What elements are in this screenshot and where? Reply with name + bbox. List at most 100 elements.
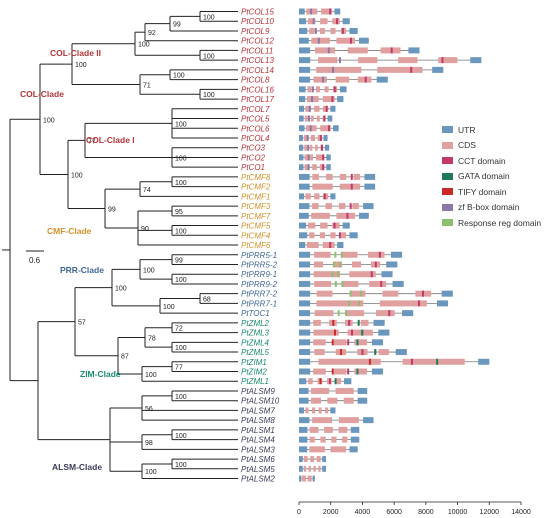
bootstrap-value: 100 — [163, 304, 175, 311]
cds-block — [330, 27, 336, 34]
domain-mark — [307, 144, 310, 151]
legend-label: CDS — [458, 140, 476, 151]
gene-label: PtCO2 — [241, 153, 266, 162]
gene-label: PtALSM9 — [241, 387, 275, 396]
cds-block — [330, 446, 347, 453]
gene-label: PtCOL8 — [241, 76, 270, 85]
cds-block — [312, 417, 332, 424]
utr-block — [408, 47, 420, 54]
utr-block — [299, 232, 308, 239]
utr-block — [299, 349, 311, 356]
utr-block — [299, 446, 308, 453]
cds-block — [311, 37, 330, 44]
cds-block — [314, 280, 331, 287]
cds-block — [327, 397, 338, 404]
cds-block — [331, 436, 337, 443]
utr-block — [299, 86, 306, 93]
gene-label: PtZML5 — [241, 348, 270, 357]
gene-structure — [299, 310, 414, 317]
bootstrap-value: 57 — [78, 320, 86, 327]
domain-mark — [351, 329, 354, 336]
legend-swatch — [442, 188, 453, 196]
domain-mark — [333, 86, 336, 93]
legend-label: Response reg domain — [458, 217, 542, 228]
cds-block — [341, 251, 358, 258]
utr-block — [299, 407, 305, 414]
bootstrap-value: 92 — [148, 30, 156, 37]
domain-mark — [388, 310, 391, 317]
utr-block — [299, 417, 310, 424]
legend-item: TIFY domain — [442, 184, 550, 200]
domain-mark — [361, 329, 364, 336]
domain-mark — [329, 8, 332, 15]
gene-label: PtCMF5 — [241, 222, 271, 231]
gene-labels: PtCOL15PtCOL10PtCOL9PtCOL12PtCOL11PtCOL1… — [241, 8, 280, 484]
length-axis: 0 2000 4000 6000 8000 10000 12000 14000 — [297, 501, 531, 516]
gene-label: PtALSM10 — [241, 397, 280, 406]
gene-label: PtPRR9-2 — [241, 280, 278, 289]
bootstrap-value: 100 — [175, 345, 187, 352]
cds-block — [368, 251, 385, 258]
gene-structure — [299, 18, 350, 25]
legend-item: CDS — [442, 138, 550, 154]
legend-item: Response reg domain — [442, 215, 550, 231]
cds-block — [318, 465, 321, 472]
utr-block — [350, 426, 360, 433]
legend-label: GATA domain — [458, 171, 510, 182]
cds-block — [311, 407, 316, 414]
cds-block — [379, 300, 427, 307]
gene-structure — [299, 134, 328, 141]
gene-structure — [299, 105, 336, 112]
utr-block — [327, 115, 333, 122]
domain-mark — [314, 27, 317, 34]
cds-block — [322, 96, 335, 103]
domain-mark — [323, 193, 326, 200]
utr-block — [337, 96, 344, 103]
domain-mark — [349, 290, 352, 297]
bootstrap-value: 99 — [175, 258, 183, 265]
cds-block — [320, 222, 328, 229]
cds-block — [311, 387, 330, 394]
domain-mark — [336, 18, 339, 25]
cds-block — [318, 407, 322, 414]
cds-block — [321, 8, 333, 15]
gene-label: PtCOL9 — [241, 27, 270, 36]
gene-structure — [299, 417, 374, 424]
bootstrap-value: 100 — [173, 73, 185, 80]
cds-block — [306, 242, 319, 249]
cds-block — [316, 456, 321, 463]
cds-block — [339, 183, 361, 190]
utr-block — [359, 37, 369, 44]
cds-block — [303, 456, 308, 463]
gene-label: PtALSM1 — [241, 426, 275, 435]
cds-block — [398, 57, 418, 64]
gene-label: PtCO1 — [241, 163, 265, 172]
utr-block — [299, 456, 303, 463]
axis-tick-label: 14000 — [511, 509, 531, 516]
legend-item: CCT domain — [442, 153, 550, 169]
clade-label: COL-Clade — [20, 89, 64, 99]
cds-block — [307, 222, 316, 229]
cds-block — [377, 66, 423, 73]
cds-block — [382, 290, 399, 297]
gene-label: PtALSM8 — [241, 416, 275, 425]
domain-mark — [368, 358, 371, 365]
domain-mark — [349, 203, 352, 210]
utr-block — [323, 134, 328, 141]
utr-block — [326, 164, 331, 171]
utr-block — [299, 125, 305, 132]
utr-block — [299, 173, 310, 180]
scale-bar: 0.6 — [26, 250, 44, 265]
domain-mark — [347, 368, 350, 375]
utr-block — [299, 329, 311, 336]
gene-label: PtALSM5 — [241, 465, 275, 474]
cds-block — [312, 164, 317, 171]
cds-block — [313, 465, 316, 472]
domain-mark — [338, 57, 341, 64]
cds-block — [316, 300, 364, 307]
gene-structure — [299, 212, 369, 219]
domain-mark — [441, 57, 444, 64]
bootstrap-values: 100 99 92 100 100 100 100 71 100 100 100 77 100 74 95 1… — [43, 14, 215, 476]
utr-block — [299, 76, 311, 83]
cds-block — [315, 144, 318, 151]
